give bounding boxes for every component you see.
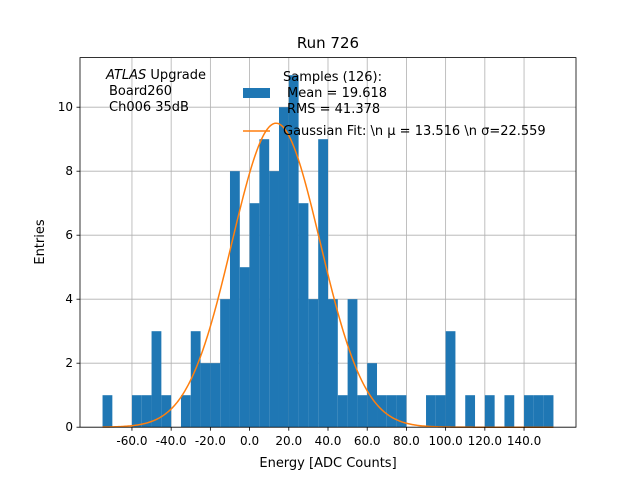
bar [239, 267, 250, 428]
y-tick-label: 0 [65, 420, 73, 434]
bar [426, 395, 436, 428]
bar [220, 299, 230, 428]
bar [278, 107, 289, 428]
bar [533, 395, 544, 428]
y-tick-label: 10 [58, 100, 73, 114]
bar [396, 395, 407, 428]
bar [377, 395, 387, 428]
bar [347, 299, 358, 428]
x-tick-label: 20.0 [275, 434, 302, 448]
annotation-line: Board260 [109, 84, 172, 99]
x-tick-label: 40.0 [315, 434, 342, 448]
y-tick-label: 2 [65, 356, 73, 370]
bar [269, 171, 279, 428]
annotation-line: Ch006 35dB [109, 100, 189, 115]
x-tick-label: -60.0 [116, 434, 147, 448]
bar [210, 363, 221, 428]
legend-label: Mean = 19.618 [287, 86, 387, 101]
bar [259, 139, 270, 428]
y-tick-label: 6 [65, 228, 73, 242]
legend-label: RMS = 41.378 [287, 102, 380, 117]
bar [543, 395, 554, 428]
y-tick-label: 4 [65, 292, 73, 306]
bar [386, 395, 397, 428]
x-tick-label: 0.0 [240, 434, 259, 448]
bar [249, 203, 260, 428]
bar [190, 331, 201, 428]
bar [367, 363, 378, 428]
bar [318, 139, 328, 428]
x-tick-label: -40.0 [156, 434, 187, 448]
x-tick-label: 120.0 [468, 434, 502, 448]
annotation-italic: ATLAS [105, 68, 146, 83]
bar [337, 395, 348, 428]
legend-patch [243, 88, 270, 98]
bar [328, 299, 338, 428]
legend-label: Gaussian Fit: \n μ = 13.516 \n σ=22.559 [283, 124, 546, 139]
y-axis-label: Entries [33, 219, 48, 265]
chart-title: Run 726 [297, 34, 359, 52]
bar [200, 363, 211, 428]
bar [288, 75, 299, 428]
bar [102, 395, 113, 428]
bar [151, 331, 162, 428]
bar [504, 395, 515, 428]
x-tick-label: 60.0 [354, 434, 381, 448]
bar [229, 171, 240, 428]
annotation-line: Upgrade [150, 68, 206, 83]
bar [161, 395, 172, 428]
bar [484, 395, 495, 428]
x-tick-label: 140.0 [507, 434, 541, 448]
x-tick-label: -20.0 [195, 434, 226, 448]
bar [298, 203, 309, 428]
x-tick-label: 80.0 [393, 434, 420, 448]
annotation: ATLAS Upgrade [105, 68, 206, 83]
x-axis-label: Energy [ADC Counts] [259, 456, 396, 471]
bar [465, 395, 476, 428]
bar [131, 395, 142, 428]
bar [435, 395, 446, 428]
bar [308, 299, 319, 428]
y-tick-label: 8 [65, 164, 73, 178]
bar [357, 395, 368, 428]
bar [524, 395, 534, 428]
x-tick-label: 100.0 [428, 434, 462, 448]
bar [180, 395, 191, 428]
bar [141, 395, 152, 428]
bar [445, 331, 456, 428]
legend-label: Samples (126): [283, 70, 382, 85]
